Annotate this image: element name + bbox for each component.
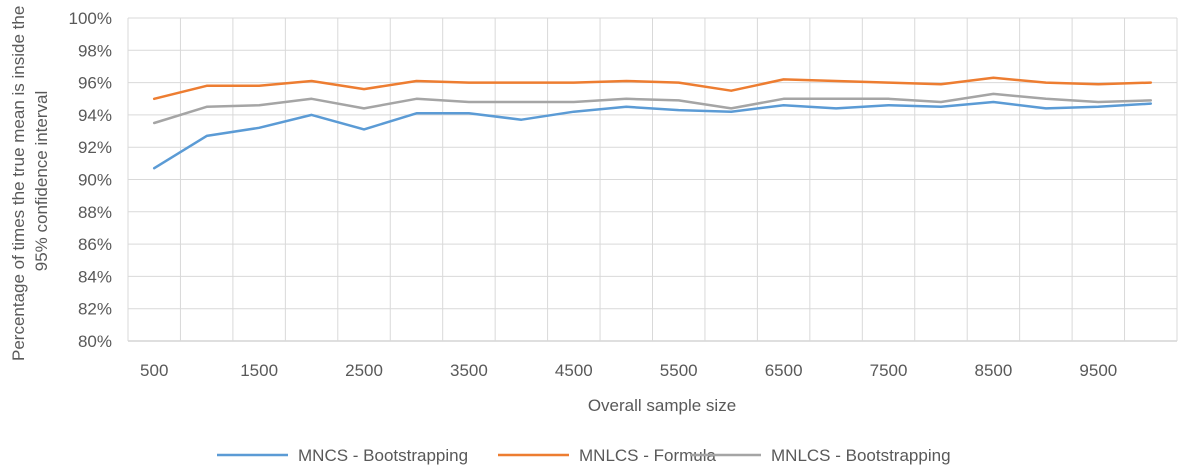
x-tick-label: 8500 [975,361,1013,380]
y-tick-label: 88% [78,203,112,222]
x-tick-label: 2500 [345,361,383,380]
x-tick-label: 4500 [555,361,593,380]
y-axis-title-line-2: 95% confidence interval [32,91,51,272]
y-axis-title: Percentage of times the true mean is ins… [9,1,51,361]
x-axis-title: Overall sample size [588,396,736,415]
y-tick-label: 86% [78,235,112,254]
series-line-1 [152,100,1153,170]
y-tick-label: 92% [78,138,112,157]
y-tick-label: 96% [78,74,112,93]
legend-label: MNLCS - Formula [579,446,717,465]
y-tick-label: 100% [69,9,112,28]
x-tick-label: 9500 [1079,361,1117,380]
y-tick-label: 80% [78,332,112,351]
y-tick-label: 82% [78,300,112,319]
x-tick-label: 5500 [660,361,698,380]
series-line-2 [152,76,1153,101]
gridlines [127,17,1178,342]
y-axis-title-line-1: Percentage of times the true mean is ins… [9,6,28,361]
x-tick-label: 7500 [870,361,908,380]
legend-label: MNLCS - Bootstrapping [771,446,951,465]
x-tick-label: 1500 [240,361,278,380]
x-tick-label: 500 [140,361,168,380]
y-tick-label: 84% [78,267,112,286]
x-tick-label: 3500 [450,361,488,380]
y-tick-label: 94% [78,106,112,125]
x-tick-label: 6500 [765,361,803,380]
legend: MNCS - Bootstrapping MNLCS - Formula MNLCS… [217,446,951,465]
y-axis-ticks: 80% 82% 84% 86% 88% 90% 92% 94% 96% 98% 100% [69,9,112,351]
y-tick-label: 90% [78,171,112,190]
series-lines [152,76,1153,170]
y-tick-label: 98% [78,41,112,60]
series-line-3 [152,92,1153,125]
legend-label: MNCS - Bootstrapping [298,446,468,465]
x-axis-ticks: 500 1500 2500 3500 4500 5500 6500 7500 8500 9500 [140,361,1117,380]
